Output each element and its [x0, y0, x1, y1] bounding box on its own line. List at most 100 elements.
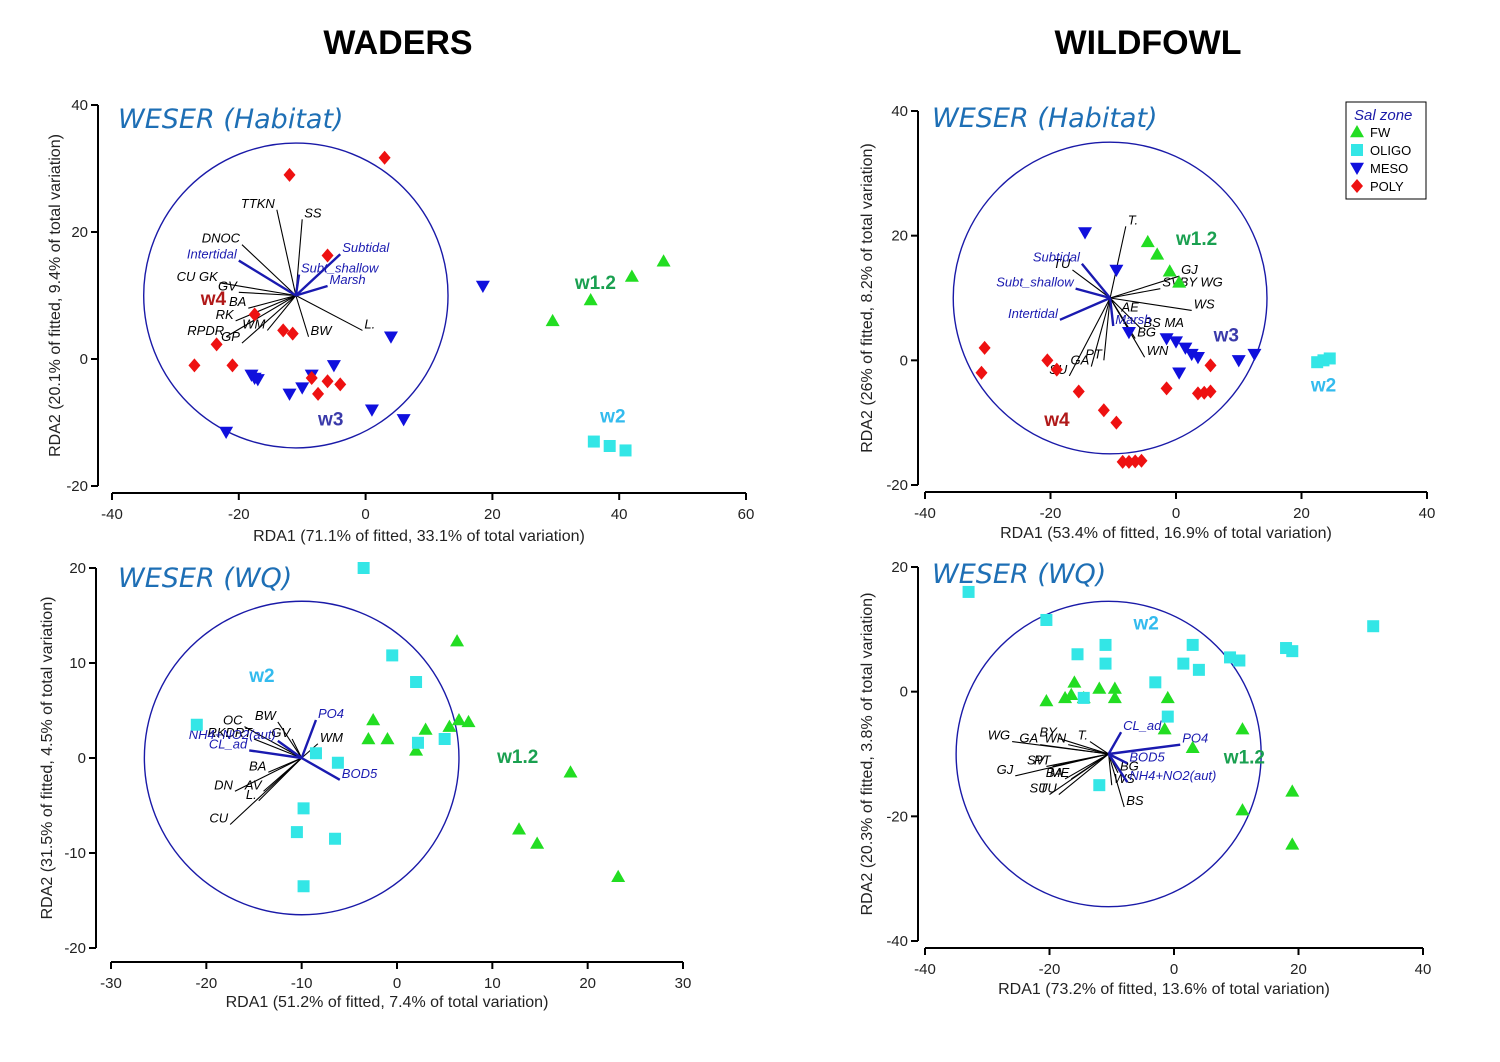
arrow-label: BA: [249, 758, 266, 773]
data-point-poly: [1072, 384, 1085, 399]
data-point-fw: [1185, 740, 1200, 754]
x-tick-label: 0: [1172, 505, 1180, 522]
group-label: w1.2: [1223, 747, 1265, 768]
biplot-arrow: [1068, 297, 1111, 377]
biplot-arrow: [1058, 737, 1109, 755]
correlation-circle: [955, 600, 1262, 908]
data-point-oligo: [962, 585, 975, 598]
data-point-oligo: [1071, 648, 1084, 661]
arrow-label: Subtidal: [1033, 250, 1081, 265]
data-point-oligo: [329, 832, 342, 845]
group-label: w2: [1133, 613, 1159, 634]
data-point-fw: [583, 292, 598, 306]
data-point-fw: [1067, 675, 1082, 688]
biplot-arrow: [295, 284, 328, 297]
biplot-arrow: [1049, 753, 1109, 795]
data-point-poly: [305, 371, 318, 386]
arrow-label: GJ: [1181, 262, 1198, 277]
data-point-fw: [1092, 681, 1107, 694]
group-label: w3: [317, 410, 343, 431]
data-point-meso: [475, 280, 490, 293]
data-point-fw: [530, 836, 545, 849]
x-axis-label: RDA1 (71.1% of fitted, 33.1% of total va…: [253, 528, 585, 545]
data-point-oligo: [1186, 638, 1199, 651]
biplot-arrow: [277, 739, 303, 759]
arrow-label: T.: [1078, 728, 1088, 743]
arrow-label: Marsh: [330, 272, 366, 287]
arrow-label: TU: [1039, 781, 1057, 796]
panel-title: WESER (WQ): [118, 563, 292, 594]
data-point-oligo: [619, 444, 632, 457]
arrow-label: BA: [1046, 765, 1063, 780]
data-point-meso: [1247, 348, 1262, 362]
y-tick-label: 0: [900, 352, 908, 369]
correlation-circle: [142, 142, 449, 449]
data-point-fw: [611, 869, 626, 882]
data-point-oligo: [357, 562, 370, 574]
data-point-fw: [1235, 803, 1250, 816]
data-point-oligo: [1149, 676, 1162, 689]
biplot-arrow: [1110, 288, 1161, 299]
data-point-fw: [1285, 784, 1300, 797]
arrow-label: AV: [244, 777, 263, 792]
biplot-arrow: [241, 295, 297, 344]
data-point-meso: [1172, 367, 1187, 380]
x-tick-label: 0: [1170, 961, 1178, 978]
arrow-label: GP: [221, 329, 240, 344]
group-label: w1.2: [496, 747, 538, 768]
data-point-poly: [248, 307, 261, 322]
biplot-arrow: [1110, 297, 1192, 312]
x-axis-label: RDA1 (51.2% of fitted, 7.4% of total var…: [226, 994, 549, 1011]
data-point-poly: [1050, 362, 1063, 377]
data-point-oligo: [603, 439, 616, 452]
x-tick-label: -20: [228, 506, 250, 523]
biplot-arrow: [229, 757, 303, 825]
biplot-arrow: [1089, 741, 1109, 755]
biplot-arrow: [244, 726, 302, 759]
data-point-meso: [1184, 348, 1199, 362]
arrow-label: T.: [1128, 212, 1138, 227]
data-point-fw: [450, 634, 465, 647]
y-tick-label: -40: [886, 933, 908, 950]
biplot-arrow: [300, 719, 318, 759]
biplot-arrow: [1040, 744, 1109, 755]
data-point-poly: [1160, 381, 1173, 396]
data-point-poly: [1116, 454, 1129, 469]
arrow-label: BW: [255, 708, 278, 723]
data-point-oligo: [1192, 663, 1205, 676]
arrow-label: BS: [1126, 793, 1144, 808]
data-point-oligo: [1040, 613, 1053, 626]
data-point-meso: [219, 426, 234, 440]
biplot-arrow: [225, 295, 297, 338]
data-point-fw: [1039, 694, 1054, 707]
y-tick-label: 0: [80, 351, 88, 368]
arrow-label: Intertidal: [187, 247, 238, 262]
legend-label-fw: FW: [1370, 125, 1391, 140]
biplot-arrow: [295, 253, 342, 297]
x-tick-label: 20: [484, 506, 501, 523]
biplot-arrow: [1103, 297, 1111, 361]
data-point-oligo: [309, 747, 322, 760]
y-tick-label: 40: [891, 103, 908, 120]
arrow-label: Intertidal: [1008, 306, 1059, 321]
biplot-arrow: [1080, 262, 1112, 299]
arrow-label: PT: [1034, 752, 1052, 767]
x-tick-label: -40: [914, 961, 936, 978]
arrow-label: GV: [271, 725, 291, 740]
arrow-label: AE: [1121, 300, 1140, 315]
arrow-label: WM: [242, 316, 265, 331]
data-point-oligo: [1093, 779, 1106, 792]
x-tick-label: 60: [738, 506, 755, 523]
arrow-label: CU: [209, 811, 228, 826]
chart-waders-wq: -30 -20 -10 0 10 20 30 -20 -10 0 10 20 RDA1 (51.2% o…: [39, 560, 691, 1011]
group-label: w2: [1310, 376, 1336, 397]
data-point-meso: [1190, 351, 1205, 365]
group-label: w2: [248, 666, 274, 687]
data-point-poly: [1204, 358, 1217, 373]
x-axis-label: RDA1 (53.4% of fitted, 16.9% of total va…: [1000, 525, 1332, 542]
data-point-oligo: [331, 756, 344, 769]
group-label: w1.2: [574, 273, 616, 294]
biplot-arrow: [277, 721, 303, 759]
biplot-arrow: [301, 756, 341, 781]
arrow-label: Subt_shallow: [301, 261, 380, 276]
